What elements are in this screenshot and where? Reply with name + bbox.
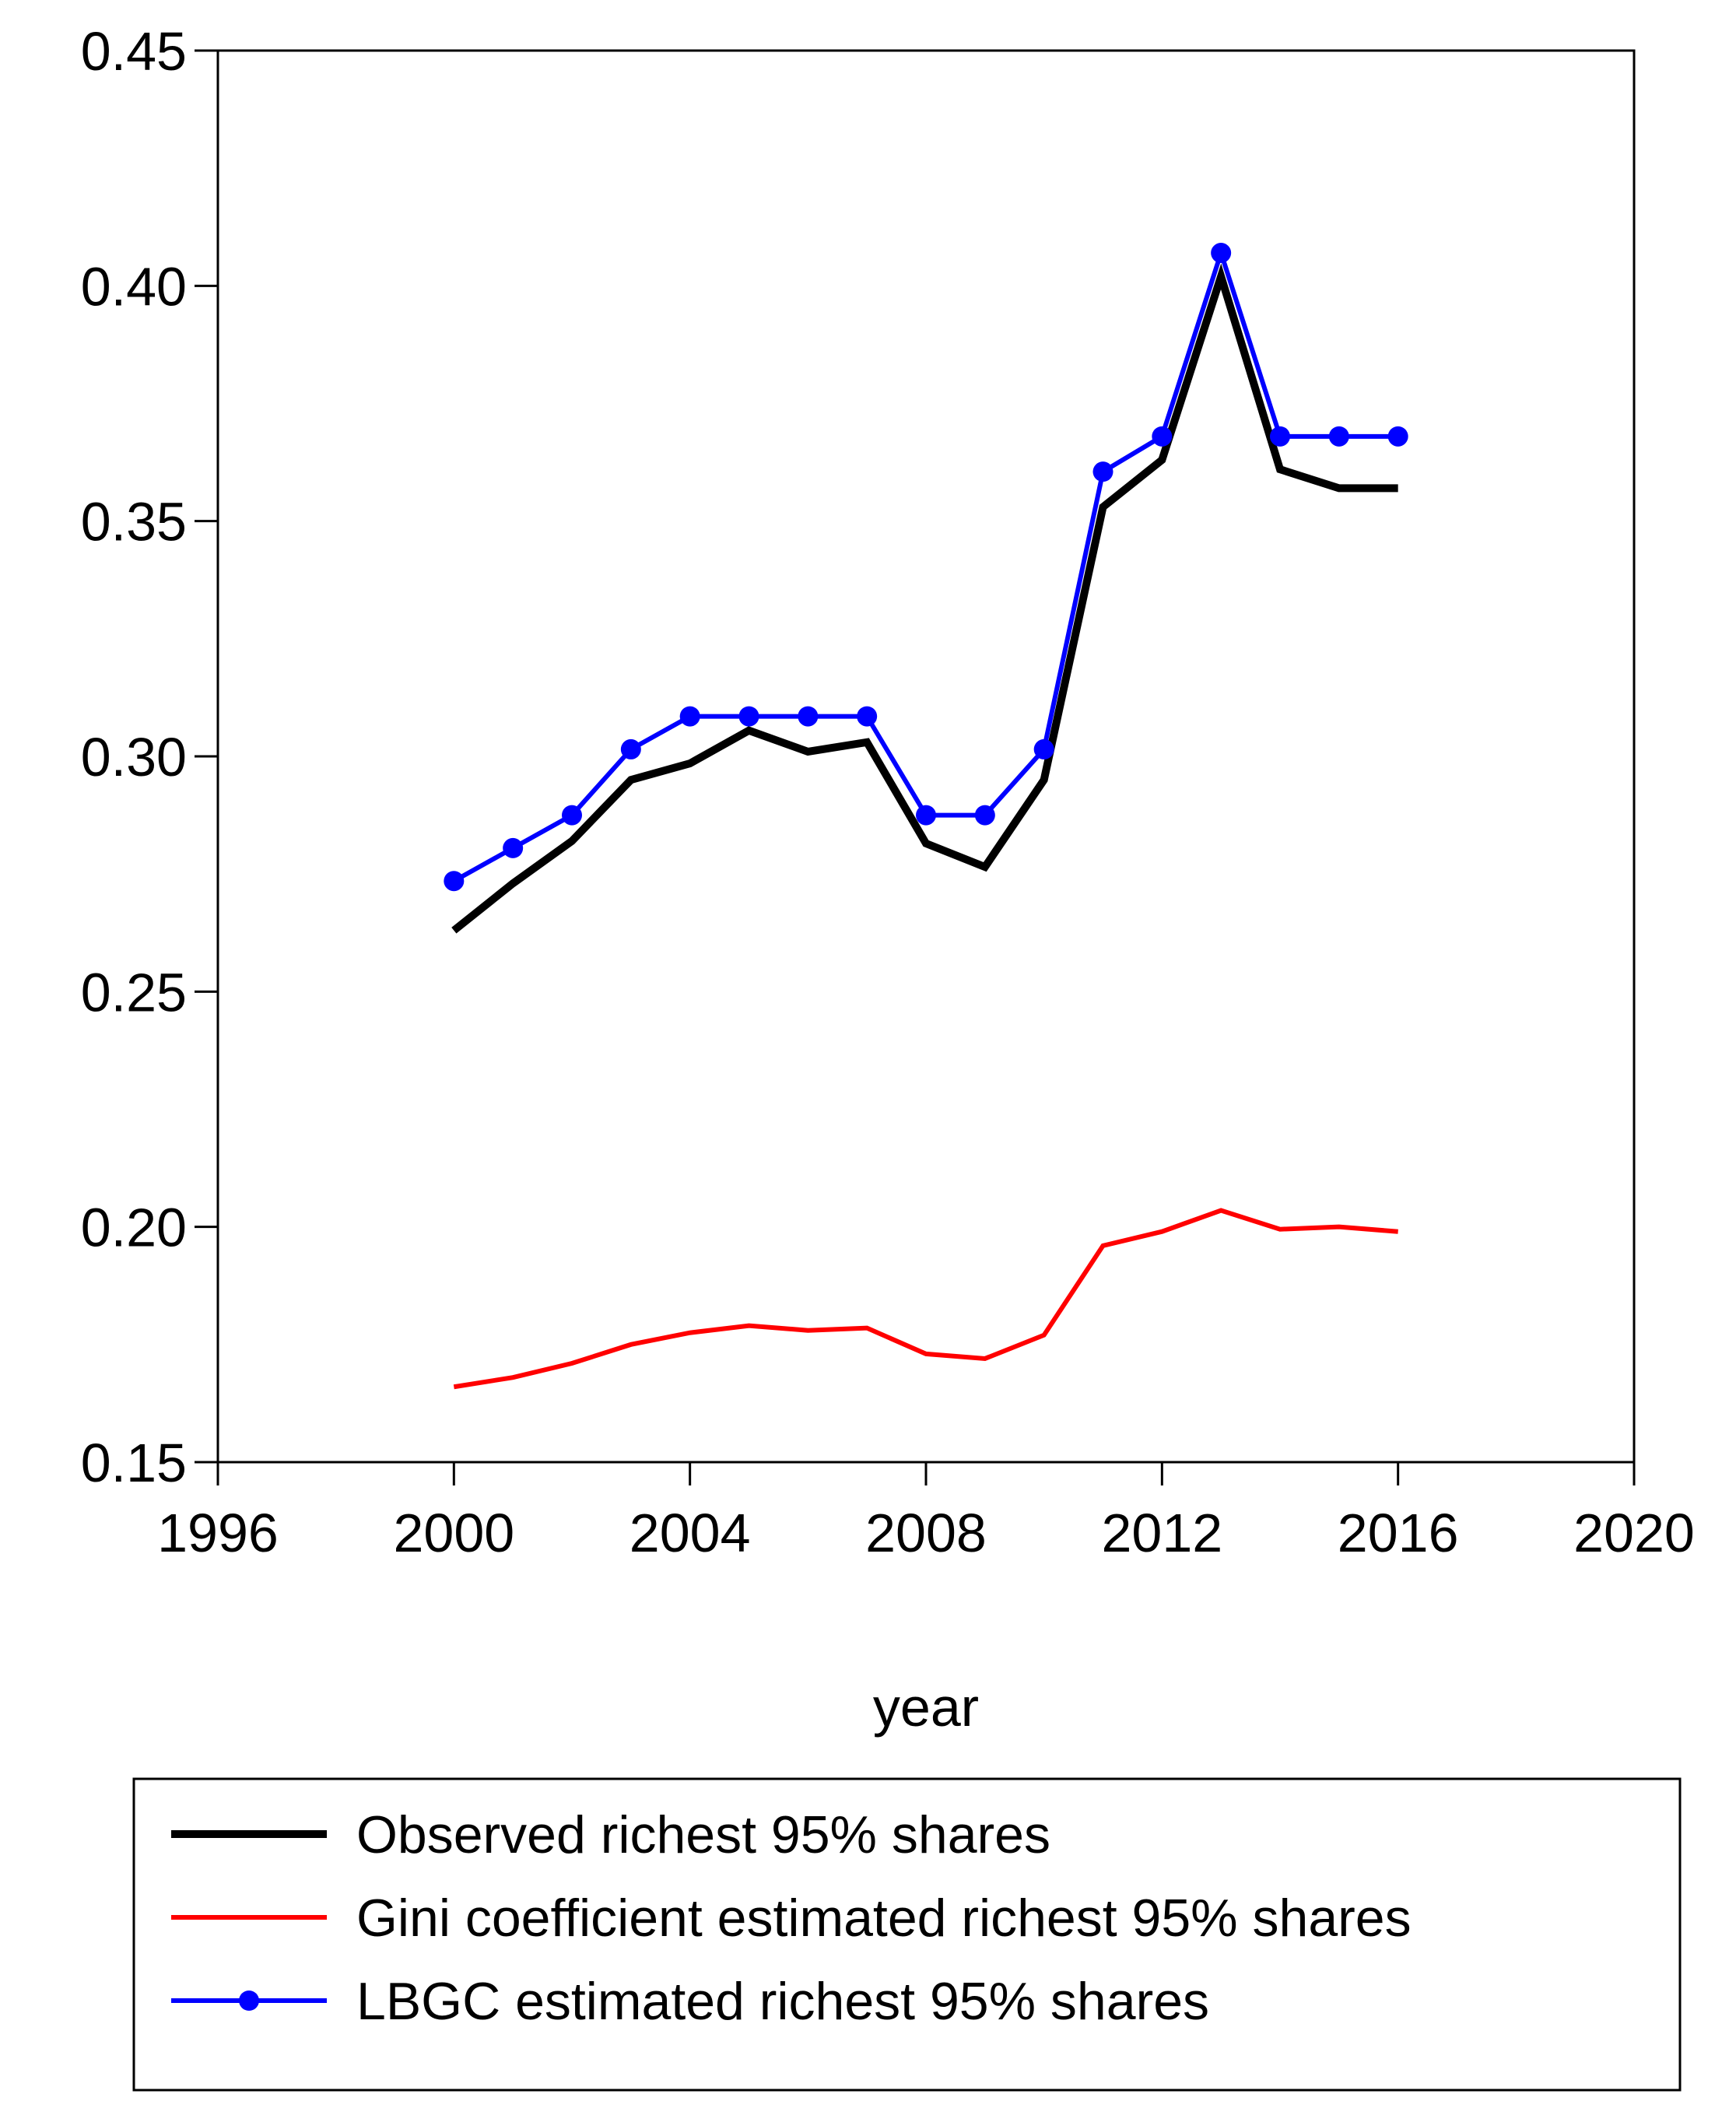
x-tick-label: 2000 [393, 1503, 514, 1563]
legend-label: LBGC estimated richest 95% shares [356, 1972, 1209, 2031]
y-tick-label: 0.20 [81, 1198, 187, 1258]
legend-marker [239, 1990, 259, 2011]
point-marker [738, 706, 759, 727]
point-marker [1270, 426, 1290, 447]
y-tick-label: 0.45 [81, 21, 187, 82]
x-tick-label: 2016 [1338, 1503, 1459, 1563]
point-marker [444, 871, 465, 892]
point-marker [974, 805, 995, 826]
point-marker [620, 738, 641, 759]
legend-label: Observed richest 95% shares [356, 1805, 1050, 1864]
point-marker [1387, 426, 1408, 447]
x-tick-label: 2020 [1573, 1503, 1695, 1563]
y-tick-label: 0.40 [81, 256, 187, 317]
point-marker [1033, 738, 1054, 759]
series-line [451, 263, 1398, 934]
point-marker [503, 837, 524, 858]
x-tick-label: 2012 [1101, 1503, 1222, 1563]
legend-label: Gini coefficient estimated richest 95% s… [356, 1889, 1412, 1948]
point-marker [1152, 426, 1173, 447]
plot-frame [216, 49, 1636, 1464]
legend-box [132, 1777, 1682, 2092]
y-tick-label: 0.15 [81, 1433, 187, 1493]
x-axis-label: year [873, 1677, 979, 1738]
series-line [452, 245, 1398, 883]
point-marker [679, 706, 700, 727]
point-marker [1328, 426, 1349, 447]
y-tick-label: 0.30 [81, 727, 187, 787]
x-tick-label: 2008 [865, 1503, 987, 1563]
point-marker [916, 805, 936, 826]
y-tick-label: 0.35 [81, 492, 187, 552]
x-tick-label: 1996 [157, 1503, 279, 1563]
point-marker [562, 805, 582, 826]
series-line [453, 1208, 1398, 1390]
y-tick-label: 0.25 [81, 962, 187, 1022]
point-marker [798, 706, 819, 727]
x-tick-label: 2004 [630, 1503, 751, 1563]
point-marker [1092, 461, 1113, 482]
point-marker [1211, 243, 1232, 264]
point-marker [857, 706, 878, 727]
